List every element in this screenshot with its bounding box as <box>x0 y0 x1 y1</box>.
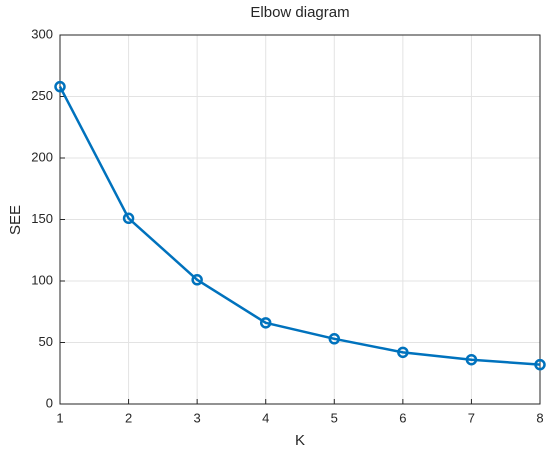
x-tick-label: 1 <box>56 410 63 425</box>
data-line <box>58 86 541 366</box>
data-point <box>191 274 203 286</box>
chart-title: Elbow diagram <box>250 4 349 21</box>
x-tick-label: 5 <box>331 410 338 425</box>
y-tick-label: 200 <box>31 149 53 164</box>
x-tick-label: 8 <box>536 410 543 425</box>
data-point <box>122 212 135 225</box>
x-tick-label: 6 <box>399 410 406 425</box>
y-tick-label: 50 <box>39 334 53 349</box>
data-point <box>328 333 341 345</box>
x-tick-label: 2 <box>125 410 132 425</box>
x-tick-label: 7 <box>468 410 475 425</box>
x-axis-label: K <box>295 432 305 449</box>
y-axis-label: SEE <box>7 205 24 235</box>
data-point <box>54 80 66 93</box>
y-tick-label: 100 <box>31 272 53 287</box>
data-point <box>397 346 409 359</box>
y-tick-label: 250 <box>31 88 53 103</box>
y-tick-label: 300 <box>31 26 53 41</box>
data-point <box>259 317 272 329</box>
data-point <box>465 353 478 366</box>
plot-frame <box>59 34 541 405</box>
data-point <box>534 358 546 371</box>
x-tick-label: 4 <box>262 410 269 425</box>
y-tick-label: 0 <box>46 395 53 410</box>
y-tick-label: 150 <box>31 211 53 226</box>
x-tick-label: 3 <box>194 410 201 425</box>
